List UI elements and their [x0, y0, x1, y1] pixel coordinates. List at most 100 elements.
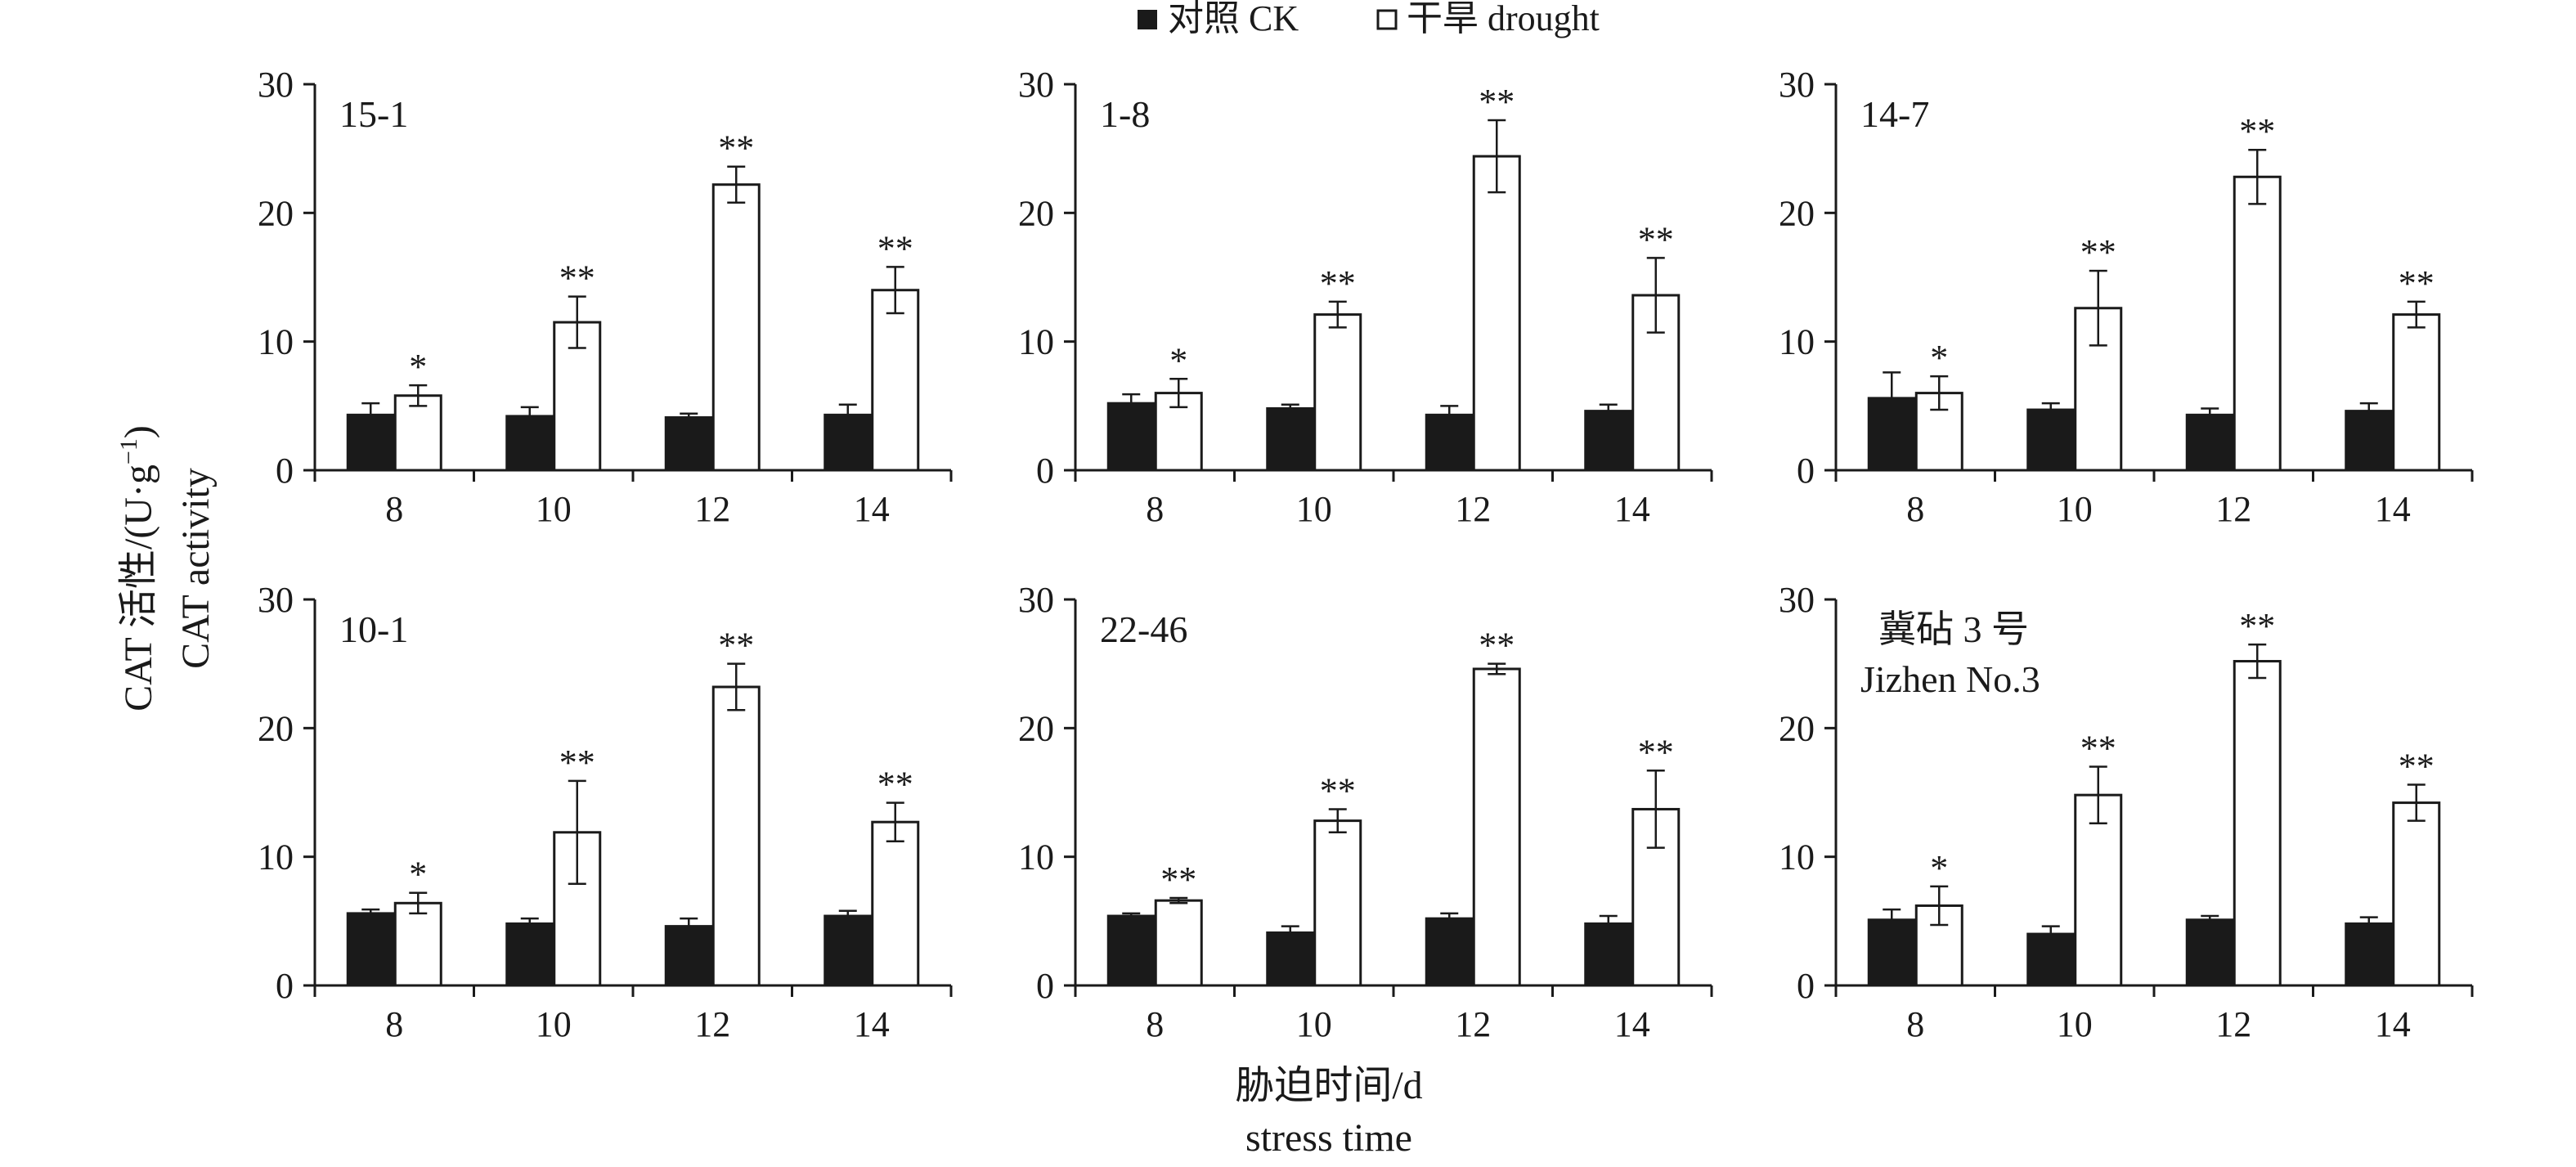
bar-ck: [1425, 413, 1474, 472]
panel-title: 22-46: [1100, 608, 1187, 650]
y-tick-label: 20: [258, 708, 294, 748]
x-tick-label: 12: [1455, 489, 1491, 529]
y-tick-label: 20: [258, 193, 294, 233]
significance-label: **: [559, 258, 595, 298]
x-tick-label: 12: [1455, 1004, 1491, 1044]
bar-ck: [2345, 922, 2394, 987]
significance-label: **: [877, 228, 913, 268]
bar-ck: [1867, 918, 1916, 987]
chart-panel-6: 0 10 20 30 * 8 ** 10 ** 12 ** 14 冀砧 3 号 Jizhen No.3: [1779, 580, 2474, 1044]
bar-ck: [2026, 408, 2076, 472]
y-tick-label: 30: [258, 580, 294, 620]
bar-drought: [711, 183, 761, 472]
bar-ck: [1106, 402, 1156, 472]
x-tick-label: 14: [2375, 1004, 2411, 1044]
y-tick-label: 0: [276, 451, 294, 491]
y-tick-label: 30: [258, 65, 294, 105]
bar-ck: [1266, 406, 1315, 472]
bar-ck: [2185, 918, 2234, 987]
y-axis-label: CAT 活性/(U·g−1) CAT activity: [115, 425, 218, 711]
bar-ck: [1425, 917, 1474, 987]
bar-ck: [2026, 932, 2076, 987]
x-axis-label-zh: 胁迫时间/d: [1235, 1064, 1422, 1107]
x-tick-label: 12: [694, 489, 730, 529]
bar-drought: [871, 289, 920, 472]
y-tick-label: 30: [1018, 580, 1054, 620]
significance-label: **: [1320, 770, 1356, 810]
bar-drought: [2233, 660, 2282, 987]
y-tick-label: 10: [258, 837, 294, 877]
y-tick-label: 20: [1779, 708, 1815, 748]
x-tick-label: 8: [1146, 1004, 1164, 1044]
significance-label: *: [1169, 340, 1187, 380]
y-axis-label-en: CAT activity: [174, 468, 218, 669]
legend-swatch-drought: [1376, 9, 1398, 30]
chart-panel-3: 0 10 20 30 * 8 ** 10 ** 12 ** 14 14-7: [1779, 65, 2474, 529]
panel-subtitle: Jizhen No.3: [1860, 658, 2040, 700]
y-tick-label: 10: [1779, 322, 1815, 362]
legend-label-drought: 干旱 drought: [1407, 0, 1600, 38]
significance-label: **: [1320, 263, 1356, 303]
y-tick-label: 0: [1036, 451, 1054, 491]
significance-label: **: [718, 626, 754, 666]
significance-label: *: [1930, 338, 1948, 378]
panel-title: 10-1: [339, 608, 408, 650]
chart-panel-5: 0 10 20 30 ** 8 ** 10 ** 12 ** 14 22-46: [1018, 580, 1713, 1044]
x-tick-label: 8: [385, 489, 403, 529]
y-tick-label: 20: [1018, 708, 1054, 748]
panel-title: 15-1: [339, 93, 408, 135]
bar-drought: [2392, 801, 2441, 987]
y-tick-label: 10: [1018, 322, 1054, 362]
bar-ck: [664, 925, 713, 987]
bar-ck: [505, 415, 554, 472]
significance-label: **: [1638, 732, 1674, 772]
bar-drought: [871, 820, 920, 987]
y-tick-label: 10: [1779, 837, 1815, 877]
y-tick-label: 20: [1018, 193, 1054, 233]
significance-label: **: [1479, 82, 1515, 122]
y-tick-label: 30: [1018, 65, 1054, 105]
significance-label: *: [409, 347, 427, 387]
x-tick-label: 8: [385, 1004, 403, 1044]
significance-label: **: [2080, 232, 2116, 272]
bar-drought: [711, 685, 761, 987]
bar-drought: [2392, 313, 2441, 472]
y-tick-label: 0: [1797, 966, 1815, 1006]
panel-title: 1-8: [1100, 93, 1150, 135]
legend-swatch-ck: [1138, 10, 1157, 29]
bar-drought: [1472, 155, 1521, 472]
x-axis-label-en: stress time: [1245, 1116, 1412, 1160]
significance-label: *: [409, 855, 427, 895]
x-tick-label: 10: [536, 489, 572, 529]
x-tick-label: 8: [1906, 1004, 1924, 1044]
y-tick-label: 20: [1779, 193, 1815, 233]
significance-label: **: [718, 128, 754, 168]
x-tick-label: 14: [854, 1004, 890, 1044]
panel-title: 冀砧 3 号: [1878, 608, 2029, 650]
chart-panel-4: 0 10 20 30 * 8 ** 10 ** 12 ** 14 10-1: [258, 580, 953, 1044]
bar-ck: [505, 922, 554, 987]
x-tick-label: 8: [1906, 489, 1924, 529]
x-tick-label: 12: [2215, 489, 2251, 529]
legend-label-ck: 对照 CK: [1168, 0, 1299, 38]
x-tick-label: 10: [1296, 1004, 1332, 1044]
panel-title: 14-7: [1860, 93, 1929, 135]
bar-ck: [2185, 413, 2234, 472]
bar-drought: [1313, 313, 1362, 472]
y-tick-label: 30: [1779, 580, 1815, 620]
x-tick-label: 10: [2057, 489, 2093, 529]
significance-label: **: [2399, 747, 2435, 787]
significance-label: **: [2239, 111, 2275, 151]
significance-label: **: [1638, 219, 1674, 259]
legend: 对照 CK 干旱 drought: [1138, 0, 1600, 38]
significance-label: **: [2239, 606, 2275, 646]
significance-label: **: [1479, 626, 1515, 666]
chart-panel-2: 0 10 20 30 * 8 ** 10 ** 12 ** 14 1-8: [1018, 65, 1713, 529]
significance-label: *: [1930, 848, 1948, 888]
significance-label: **: [877, 765, 913, 805]
bar-drought: [2074, 793, 2123, 987]
x-tick-label: 10: [1296, 489, 1332, 529]
y-tick-label: 30: [1779, 65, 1815, 105]
bar-ck: [824, 914, 873, 987]
x-tick-label: 12: [2215, 1004, 2251, 1044]
